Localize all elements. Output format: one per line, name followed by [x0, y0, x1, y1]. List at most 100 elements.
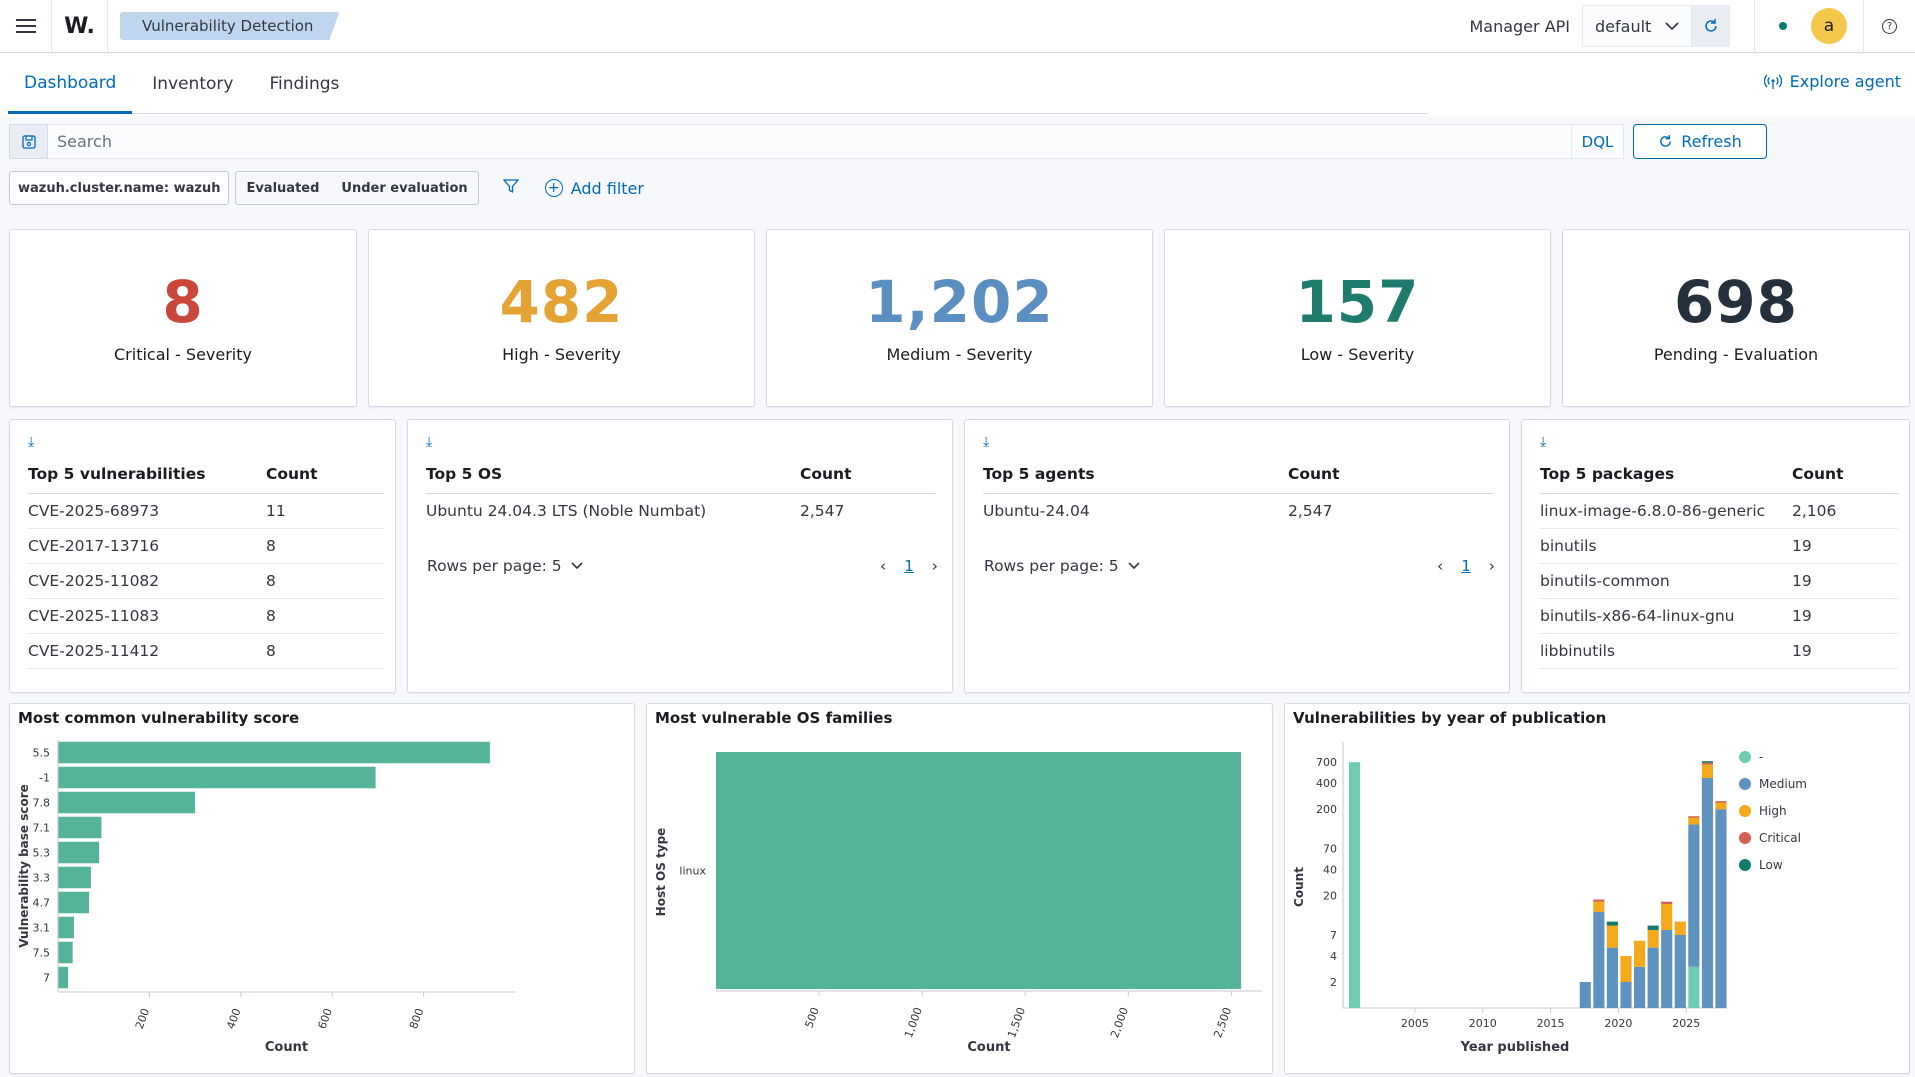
evaluation-toggle-group: Evaluated Under evaluation — [235, 171, 479, 205]
table-cell: CVE-2025-11083 — [28, 598, 266, 634]
metric-pending: 698 Pending - Evaluation — [1562, 229, 1910, 407]
y-tick-label: 7.5 — [33, 947, 51, 960]
x-axis-label: Count — [265, 1040, 308, 1055]
column-header: Top 5 vulnerabilities — [28, 455, 266, 494]
tab-findings[interactable]: Findings — [269, 74, 340, 94]
tabs-row: Dashboard Inventory Findings Explore age… — [0, 54, 1915, 116]
table-cell: 19 — [1792, 598, 1898, 634]
table-cell: binutils — [1540, 528, 1792, 564]
chevron-down-icon — [571, 562, 583, 570]
chevron-left-icon[interactable]: ‹ — [1437, 557, 1444, 575]
chevron-down-icon — [1128, 562, 1140, 570]
table-cell: binutils-common — [1540, 563, 1792, 599]
y-tick-label: linux — [679, 865, 706, 878]
table-row: libbinutils 19 — [1540, 633, 1898, 669]
top-bar: W. Vulnerability Detection Manager API d… — [0, 0, 1915, 53]
bar-segment — [1661, 903, 1673, 930]
tab-dashboard[interactable]: Dashboard — [8, 54, 133, 114]
chevron-right-icon[interactable]: › — [931, 557, 938, 575]
metric-low: 157 Low - Severity — [1164, 229, 1551, 407]
bar — [58, 741, 490, 764]
y-tick-label: 2 — [1330, 976, 1337, 989]
explore-agent-button[interactable]: Explore agent — [1763, 72, 1901, 91]
plus-circle-icon: + — [544, 179, 563, 197]
table-row: Ubuntu-24.04 2,547 — [983, 493, 1493, 528]
bar — [58, 816, 102, 839]
top-os-panel: ⤓ Top 5 OS Count Ubuntu 24.04.3 LTS (Nobl… — [407, 419, 953, 693]
rows-per-page-select[interactable]: Rows per page: 5 — [984, 557, 1141, 575]
refresh-icon[interactable] — [1692, 5, 1730, 47]
top-vulnerabilities-table: Top 5 vulnerabilities Count CVE-2025-6897… — [28, 455, 384, 669]
bar-segment — [1647, 929, 1659, 948]
search-input[interactable]: Search — [48, 124, 1572, 159]
page-number[interactable]: 1 — [904, 557, 914, 575]
metric-label: Pending - Evaluation — [1653, 344, 1819, 364]
chart-title: Vulnerabilities by year of publication — [1293, 709, 1607, 727]
dql-toggle[interactable]: DQL — [1572, 124, 1624, 159]
column-header: Count — [1288, 455, 1493, 494]
download-icon[interactable]: ⤓ — [28, 434, 35, 450]
help-button[interactable]: ? — [1863, 0, 1915, 53]
add-filter-button[interactable]: + Add filter — [544, 179, 644, 198]
toggle-evaluated[interactable]: Evaluated — [246, 180, 320, 196]
refresh-icon — [1660, 134, 1672, 147]
x-tick-label: 1,500 — [1005, 1006, 1028, 1040]
y-tick-label: 7.1 — [33, 822, 51, 835]
os-families-chart: linux 500 1,000 1,500 2,000 2,500 Count Host OS… — [654, 752, 1262, 1055]
column-header: Count — [800, 455, 936, 494]
page-number[interactable]: 1 — [1461, 557, 1471, 575]
bar-segment — [1688, 816, 1700, 825]
bar-segment — [1674, 934, 1686, 1008]
table-row: CVE-2025-11412 8 — [28, 633, 384, 669]
x-tick-label: 600 — [316, 1007, 335, 1031]
saved-query-icon[interactable] — [9, 124, 48, 159]
y-axis-label: Host OS type — [654, 828, 668, 917]
rows-per-page-select[interactable]: Rows per page: 5 — [427, 557, 584, 575]
manager-api-select[interactable]: default — [1582, 5, 1692, 47]
manager-api-label: Manager API — [1469, 16, 1570, 36]
chevron-left-icon[interactable]: ‹ — [880, 557, 887, 575]
table-cell: 11 — [266, 493, 384, 529]
bar-segment — [1593, 911, 1605, 1008]
y-tick-label: 3.3 — [33, 872, 51, 885]
metric-value: 8 — [162, 267, 204, 336]
filter-pill-cluster[interactable]: wazuh.cluster.name: wazuh — [9, 171, 230, 205]
toggle-under-evaluation[interactable]: Under evaluation — [341, 180, 468, 196]
refresh-button[interactable]: Refresh — [1633, 124, 1767, 159]
y-tick-label: 5.5 — [33, 747, 51, 760]
bar-segment — [1620, 955, 1632, 982]
chevron-right-icon[interactable]: › — [1488, 557, 1495, 575]
download-icon[interactable]: ⤓ — [983, 434, 990, 450]
legend-marker — [1739, 778, 1751, 790]
tab-inventory[interactable]: Inventory — [152, 74, 234, 94]
download-icon[interactable]: ⤓ — [1540, 434, 1547, 450]
column-header: Count — [1792, 455, 1898, 494]
y-tick-label: 4.7 — [33, 897, 51, 910]
status-indicator — [1779, 22, 1787, 30]
table-row: CVE-2025-11083 8 — [28, 598, 384, 634]
bar-segment — [1606, 921, 1618, 926]
table-cell: CVE-2025-68973 — [28, 493, 266, 529]
column-header: Top 5 agents — [983, 455, 1288, 494]
bar-segment — [1593, 901, 1605, 912]
bar-segment — [1688, 966, 1700, 1008]
rows-per-page-label: Rows per page: 5 — [427, 557, 562, 575]
y-tick-label: 70 — [1323, 843, 1337, 856]
top-agents-panel: ⤓ Top 5 agents Count Ubuntu-24.04 2,547 Ro… — [964, 419, 1510, 693]
x-tick-label: 2,000 — [1108, 1006, 1131, 1040]
menu-icon[interactable] — [0, 0, 52, 53]
vulnerability-score-chart-panel: Most common vulnerability score 5.5 -1 7.8… — [9, 703, 635, 1074]
metric-high: 482 High - Severity — [368, 229, 755, 407]
avatar[interactable]: a — [1811, 8, 1847, 44]
x-tick-label: 2005 — [1401, 1017, 1429, 1030]
table-cell: CVE-2017-13716 — [28, 528, 266, 564]
breadcrumb[interactable]: Vulnerability Detection — [120, 12, 339, 40]
filter-icon[interactable] — [502, 178, 520, 198]
wazuh-logo[interactable]: W. — [52, 0, 108, 53]
top-packages-panel: ⤓ Top 5 packages Count linux-image-6.8.0-… — [1521, 419, 1910, 693]
rows-per-page-label: Rows per page: 5 — [984, 557, 1119, 575]
bar-segment — [1715, 802, 1727, 810]
download-icon[interactable]: ⤓ — [426, 434, 433, 450]
table-cell: 19 — [1792, 633, 1898, 669]
bar-segment — [1634, 940, 1646, 967]
